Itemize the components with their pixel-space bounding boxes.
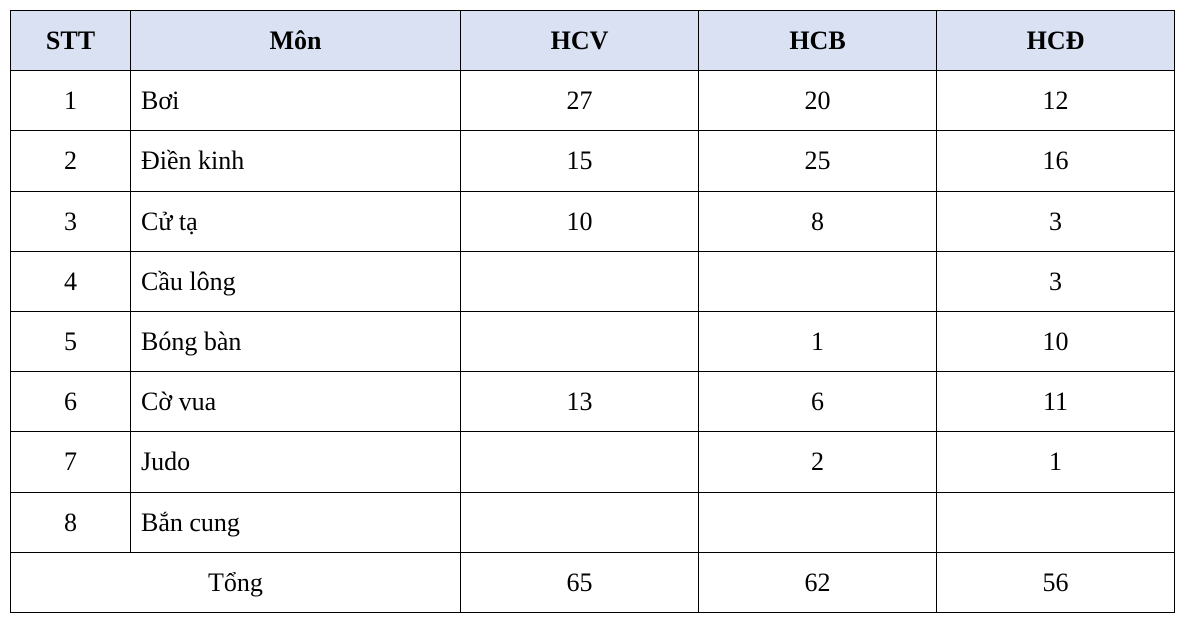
- total-hcd: 56: [937, 552, 1175, 612]
- cell-hcb: 6: [699, 372, 937, 432]
- cell-hcd: 10: [937, 311, 1175, 371]
- table-row: 8 Bắn cung: [11, 492, 1175, 552]
- cell-mon: Bóng bàn: [131, 311, 461, 371]
- cell-stt: 6: [11, 372, 131, 432]
- cell-hcv: 15: [461, 131, 699, 191]
- cell-hcb: 20: [699, 71, 937, 131]
- cell-hcb: 1: [699, 311, 937, 371]
- col-header-stt: STT: [11, 11, 131, 71]
- col-header-hcb: HCB: [699, 11, 937, 71]
- cell-hcd: 11: [937, 372, 1175, 432]
- table-row: 5 Bóng bàn 1 10: [11, 311, 1175, 371]
- cell-hcb: [699, 251, 937, 311]
- cell-stt: 3: [11, 191, 131, 251]
- table-row: 4 Cầu lông 3: [11, 251, 1175, 311]
- cell-hcd: [937, 492, 1175, 552]
- cell-hcd: 3: [937, 191, 1175, 251]
- cell-hcd: 12: [937, 71, 1175, 131]
- table-row: 1 Bơi 27 20 12: [11, 71, 1175, 131]
- cell-hcd: 1: [937, 432, 1175, 492]
- cell-hcv: [461, 432, 699, 492]
- cell-stt: 7: [11, 432, 131, 492]
- total-hcv: 65: [461, 552, 699, 612]
- cell-hcb: 2: [699, 432, 937, 492]
- cell-mon: Cầu lông: [131, 251, 461, 311]
- cell-mon: Điền kinh: [131, 131, 461, 191]
- total-label: Tổng: [11, 552, 461, 612]
- cell-mon: Bắn cung: [131, 492, 461, 552]
- cell-stt: 5: [11, 311, 131, 371]
- cell-stt: 2: [11, 131, 131, 191]
- table-row: 7 Judo 2 1: [11, 432, 1175, 492]
- cell-hcb: 8: [699, 191, 937, 251]
- cell-mon: Bơi: [131, 71, 461, 131]
- cell-mon: Judo: [131, 432, 461, 492]
- cell-hcv: [461, 492, 699, 552]
- cell-hcd: 16: [937, 131, 1175, 191]
- cell-hcv: [461, 251, 699, 311]
- cell-stt: 4: [11, 251, 131, 311]
- col-header-hcv: HCV: [461, 11, 699, 71]
- cell-stt: 1: [11, 71, 131, 131]
- cell-hcv: [461, 311, 699, 371]
- total-hcb: 62: [699, 552, 937, 612]
- cell-hcv: 10: [461, 191, 699, 251]
- col-header-mon: Môn: [131, 11, 461, 71]
- cell-mon: Cử tạ: [131, 191, 461, 251]
- cell-hcv: 27: [461, 71, 699, 131]
- table-row: 6 Cờ vua 13 6 11: [11, 372, 1175, 432]
- cell-hcv: 13: [461, 372, 699, 432]
- table-row: 2 Điền kinh 15 25 16: [11, 131, 1175, 191]
- col-header-hcd: HCĐ: [937, 11, 1175, 71]
- cell-hcb: 25: [699, 131, 937, 191]
- table-total-row: Tổng 65 62 56: [11, 552, 1175, 612]
- cell-stt: 8: [11, 492, 131, 552]
- medal-table: STT Môn HCV HCB HCĐ 1 Bơi 27 20 12 2 Điề…: [10, 10, 1175, 613]
- cell-hcb: [699, 492, 937, 552]
- table-header-row: STT Môn HCV HCB HCĐ: [11, 11, 1175, 71]
- table-row: 3 Cử tạ 10 8 3: [11, 191, 1175, 251]
- cell-hcd: 3: [937, 251, 1175, 311]
- cell-mon: Cờ vua: [131, 372, 461, 432]
